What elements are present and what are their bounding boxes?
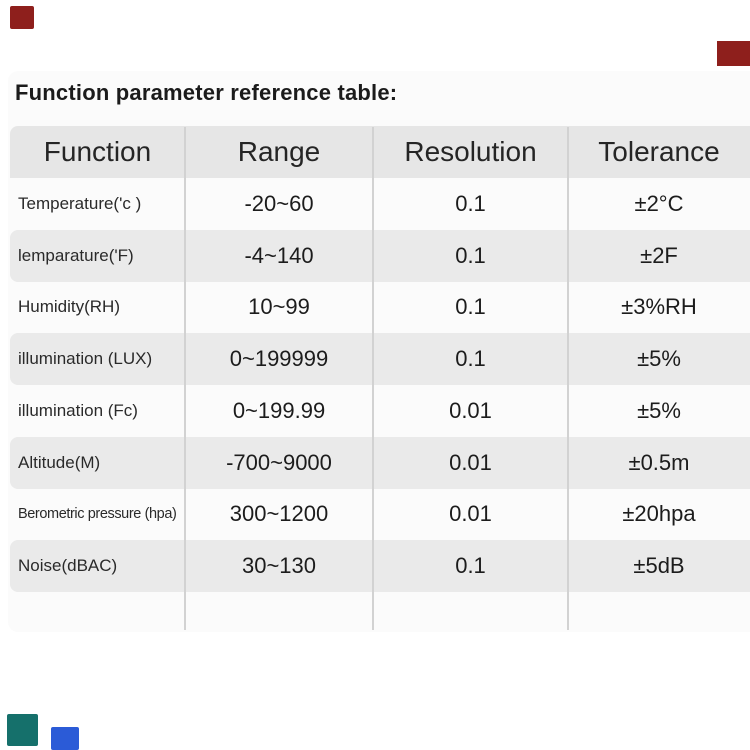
row-resolution: 0.1: [455, 242, 486, 268]
row-tolerance: ±5%: [637, 346, 681, 372]
column-separator: [567, 127, 569, 630]
column-header-range: Range: [237, 136, 321, 167]
row-resolution: 0.1: [455, 190, 486, 216]
row-function: illumination (Fc): [18, 400, 138, 420]
row-resolution: 0.01: [449, 397, 492, 423]
table-row: lemparature('F) -4~140 0.1 ±2F: [10, 229, 750, 282]
row-function: Temperature('c ): [18, 193, 142, 213]
row-function: lemparature('F): [18, 245, 134, 265]
row-function: Berometric pressure (hpa): [18, 506, 177, 523]
column-header-tolerance: Tolerance: [598, 136, 720, 167]
row-function: Altitude(M): [18, 452, 101, 472]
row-resolution: 0.01: [449, 501, 492, 527]
table-header-row: Function Range Resolution Tolerance: [10, 126, 750, 178]
row-range: -700~9000: [226, 449, 332, 475]
column-header-resolution: Resolution: [404, 136, 537, 167]
table-row: Noise(dBAC) 30~130 0.1 ±5dB: [10, 540, 750, 592]
corner-mark-blue-bottom-left: [51, 727, 79, 750]
row-tolerance: ±20hpa: [622, 501, 696, 527]
row-tolerance: ±0.5m: [628, 449, 690, 475]
table-row: Humidity(RH) 10~99 0.1 ±3%RH: [10, 282, 750, 334]
row-tolerance: ±3%RH: [621, 294, 697, 320]
row-resolution: 0.01: [449, 449, 492, 475]
corner-mark-teal-bottom-left: [7, 714, 38, 746]
corner-mark-red-right: [717, 41, 750, 66]
row-range: -20~60: [244, 190, 314, 216]
row-function: Noise(dBAC): [18, 556, 118, 576]
row-range: 300~1200: [229, 501, 329, 527]
column-separator: [372, 127, 374, 630]
table-row: illumination (Fc) 0~199.99 0.01 ±5%: [10, 385, 750, 437]
table-row: Altitude(M) -700~9000 0.01 ±0.5m: [10, 436, 750, 489]
page-title: Function parameter reference table:: [15, 80, 398, 105]
table-row: Temperature('c ) -20~60 0.1 ±2°C: [10, 178, 750, 230]
row-function: Humidity(RH): [18, 297, 120, 317]
table-row: Berometric pressure (hpa) 300~1200 0.01 …: [10, 489, 750, 541]
row-function: illumination (LUX): [18, 349, 153, 369]
row-range: 0~199.99: [232, 397, 326, 423]
row-resolution: 0.1: [455, 294, 486, 320]
column-separator: [184, 127, 186, 630]
row-resolution: 0.1: [455, 346, 486, 372]
table-row: illumination (LUX) 0~199999 0.1 ±5%: [10, 333, 750, 385]
row-range: 0~199999: [229, 346, 329, 372]
row-tolerance: ±2°C: [634, 190, 684, 216]
row-tolerance: ±2F: [640, 242, 678, 268]
corner-mark-red-top-left: [10, 6, 34, 29]
row-resolution: 0.1: [455, 553, 486, 579]
row-range: 30~130: [241, 553, 317, 579]
function-parameter-table: Function Range Resolution Tolerance Temp…: [10, 126, 750, 592]
column-header-function: Function: [43, 136, 152, 167]
row-range: -4~140: [244, 242, 314, 268]
row-tolerance: ±5dB: [633, 553, 685, 579]
row-tolerance: ±5%: [637, 397, 681, 423]
row-range: 10~99: [248, 294, 310, 320]
